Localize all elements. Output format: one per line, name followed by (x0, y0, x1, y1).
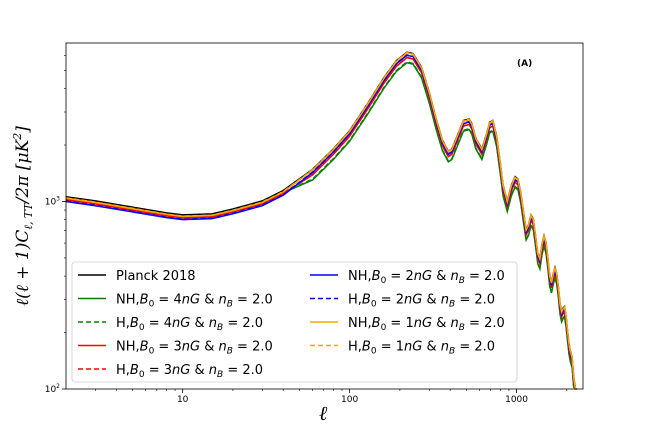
legend-box (71, 261, 518, 383)
legend-item: H,B0 = 3nG & nB = 2.0 (78, 363, 263, 380)
legend-label: NH,B0 = 4nG & nB = 2.0 (116, 293, 273, 310)
legend-label: H,B0 = 2nG & nB = 2.0 (348, 293, 495, 310)
legend-label: NH,B0 = 2nG & nB = 2.0 (348, 269, 505, 286)
x-axis-label: ℓ (319, 401, 328, 425)
y-axis-label-tail: /2π [μK (13, 138, 33, 205)
legend-label: H,B0 = 1nG & nB = 2.0 (348, 340, 495, 357)
legend-item: NH,B0 = 4nG & nB = 2.0 (78, 293, 273, 310)
y-axis-label-sup: 2 (11, 133, 24, 141)
series-line-9 (65, 51, 578, 390)
svg-text:ℓ(ℓ + 1)Cℓ, TT/2π [μK2]: ℓ(ℓ + 1)Cℓ, TT/2π [μK2] (11, 126, 35, 306)
legend: Planck 2018 NH,B0 = 4nG & nB = 2.0 H,B0 = … (71, 261, 518, 383)
legend-item: NH,B0 = 1nG & nB = 2.0 (310, 316, 505, 333)
axis-ticks: 10 100 1000 102 103 (45, 55, 568, 405)
legend-item: H,B0 = 1nG & nB = 2.0 (310, 340, 495, 357)
plot-frame (65, 42, 584, 390)
y-tick-label: 102 (45, 383, 60, 395)
x-tick-label: 100 (341, 395, 358, 405)
y-axis-label-main: ℓ(ℓ + 1)C (13, 230, 33, 306)
series-lines (65, 51, 578, 390)
y-axis-title: ℓ(ℓ + 1)Cℓ, TT/2π [μK2] (11, 126, 35, 306)
y-tick-label: 103 (45, 195, 60, 207)
legend-label: H,B0 = 3nG & nB = 2.0 (116, 363, 263, 380)
legend-label: H,B0 = 4nG & nB = 2.0 (116, 316, 263, 333)
y-axis-label-close: ] (13, 126, 33, 134)
legend-label: NH,B0 = 3nG & nB = 2.0 (116, 340, 273, 357)
legend-item: H,B0 = 2nG & nB = 2.0 (310, 293, 495, 310)
x-tick-label: 10 (177, 395, 189, 405)
x-axis-title: ℓ (319, 401, 328, 425)
y-axis-label-sub: ℓ, TT (22, 202, 35, 230)
legend-label: NH,B0 = 1nG & nB = 2.0 (348, 316, 505, 333)
legend-item: Planck 2018 (78, 269, 196, 284)
legend-label: Planck 2018 (116, 269, 196, 284)
legend-item: NH,B0 = 2nG & nB = 2.0 (310, 269, 505, 286)
legend-item: H,B0 = 4nG & nB = 2.0 (78, 316, 263, 333)
panel-label: (A) (517, 59, 532, 69)
x-tick-label: 1000 (505, 395, 528, 405)
legend-item: NH,B0 = 3nG & nB = 2.0 (78, 340, 273, 357)
